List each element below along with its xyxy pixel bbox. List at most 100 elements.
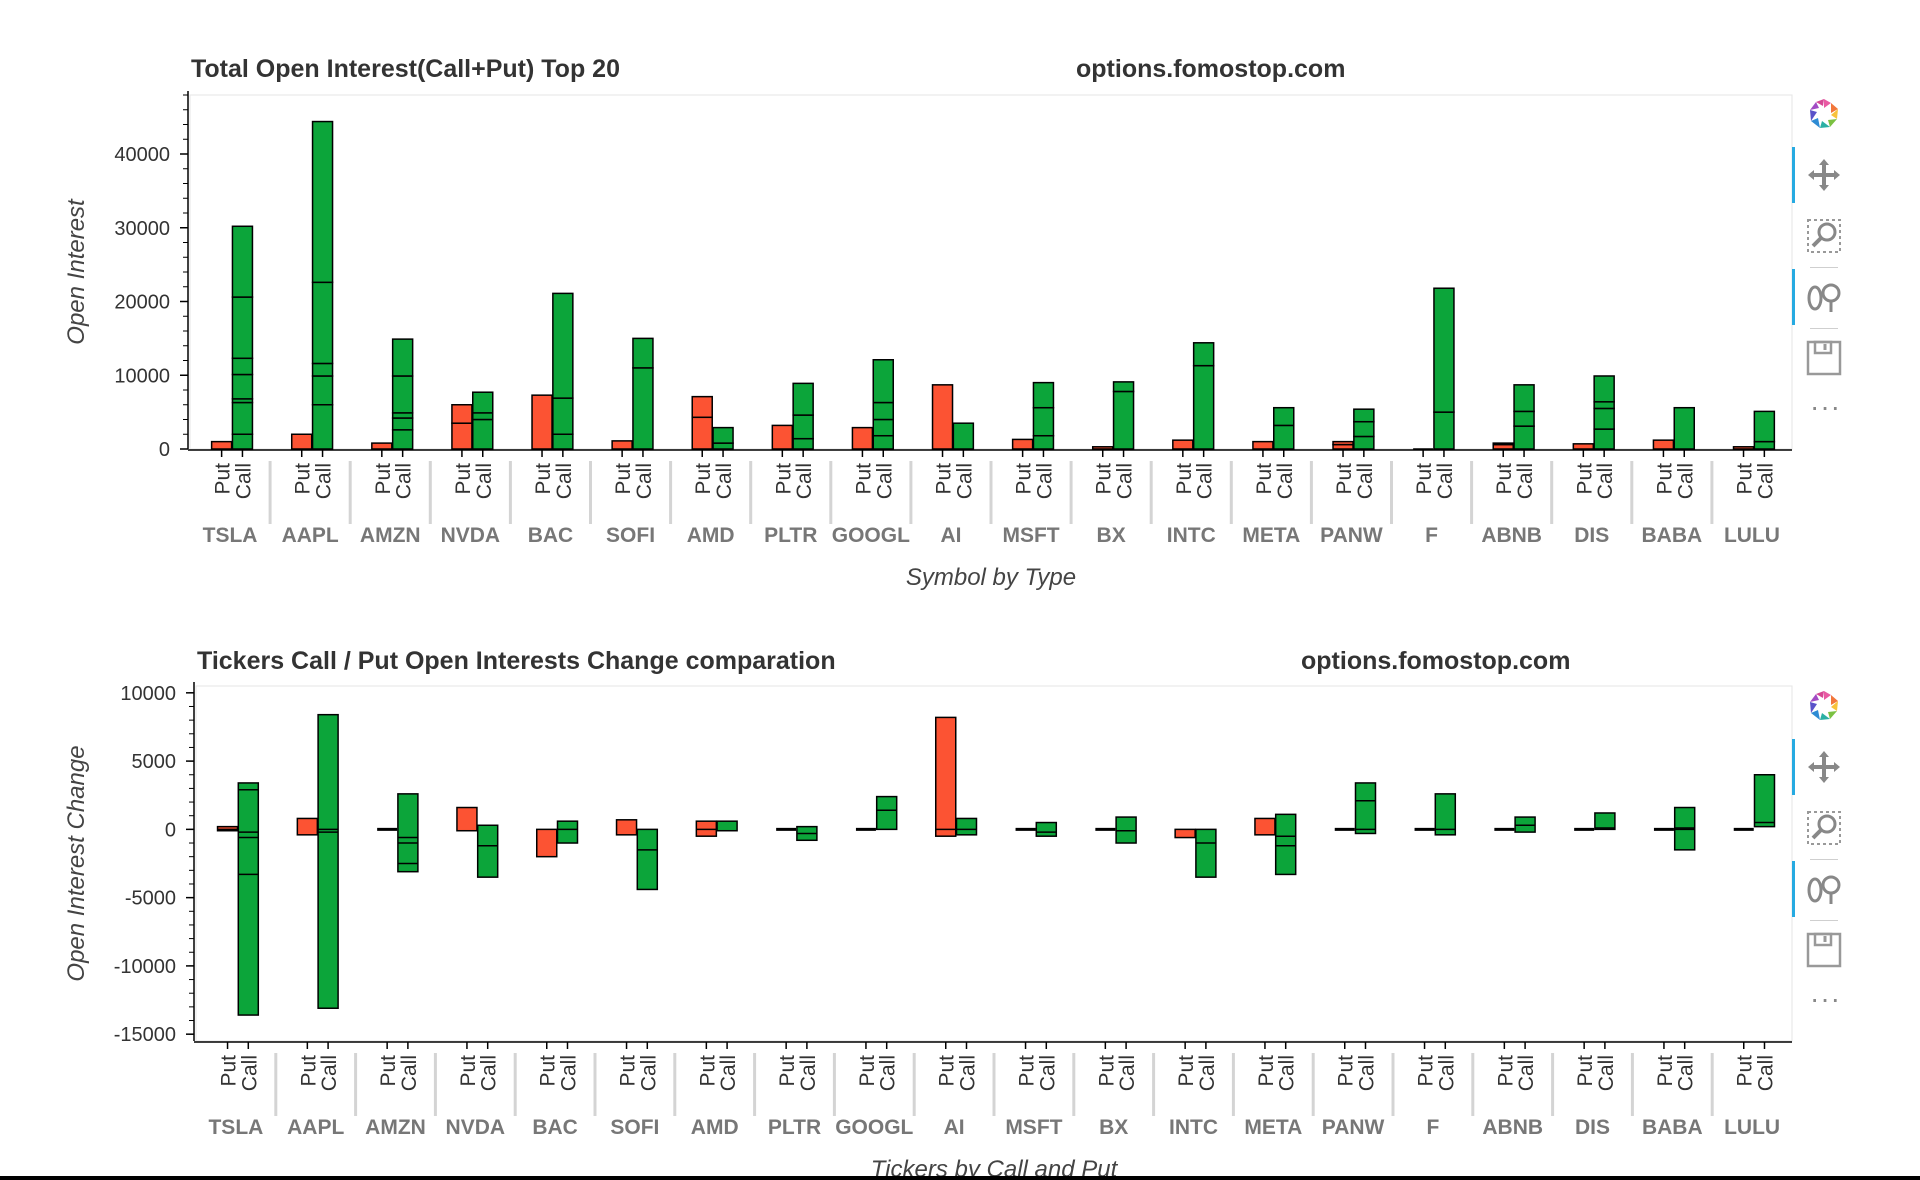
bar-segment-call (792, 437, 814, 450)
x-category-label: PANW (1320, 524, 1383, 547)
y-tick-label: -5000 (125, 888, 176, 910)
bar-segment-put (1252, 440, 1274, 450)
x-category-label: BABA (1642, 524, 1703, 547)
x-category-label: F (1425, 524, 1438, 547)
x-category-label: SOFI (606, 524, 655, 547)
x-type-label: Call (1354, 463, 1377, 499)
bottom-edge (0, 1176, 1920, 1180)
change-bar-call (716, 820, 738, 832)
wheel-zoom-tool-icon[interactable] (1792, 269, 1846, 329)
change-bar-put (1494, 827, 1515, 831)
bar-segment-call (1112, 390, 1135, 450)
x-type-label: Put (1653, 463, 1676, 495)
change-bar-put (855, 827, 876, 831)
bar-segment-call (1513, 384, 1535, 413)
x-category-label: DIS (1575, 1116, 1610, 1139)
bar-segment-call (872, 401, 895, 421)
bar-segment-call (311, 375, 334, 406)
save-tool-icon[interactable] (1802, 928, 1846, 972)
x-type-label: Put (1734, 1055, 1757, 1087)
x-type-label: Call (1435, 1055, 1458, 1091)
x-type-label: Put (1494, 1055, 1517, 1087)
save-tool-icon[interactable] (1802, 336, 1846, 380)
x-type-label: Put (692, 463, 715, 495)
x-axis-label: Symbol by Type (906, 564, 1076, 591)
x-category-label: NVDA (441, 524, 501, 547)
x-category-label: ABNB (1482, 1116, 1543, 1139)
x-type-label: Call (473, 463, 496, 499)
wheel-zoom-tool-icon[interactable] (1792, 861, 1846, 921)
bar-segment-call (1032, 406, 1055, 437)
open-interest-change-chart: Tickers Call / Put Open Interests Change… (0, 592, 1920, 1180)
bar-segment-call (1593, 401, 1615, 410)
x-type-label: Put (776, 1055, 799, 1087)
bar-segment-call (1753, 410, 1776, 443)
bar-segment-call (231, 357, 254, 376)
bar-segment-call (231, 296, 254, 360)
change-bar-call (1354, 782, 1377, 835)
bar-segment-call (1593, 407, 1615, 430)
change-bar-put (1174, 828, 1196, 839)
x-type-label: Call (1274, 463, 1297, 499)
x-type-label: Call (1754, 463, 1777, 499)
change-bar-put (296, 817, 319, 836)
x-category-label: META (1242, 524, 1300, 547)
x-category-label: TSLA (203, 524, 258, 547)
x-type-label: Call (793, 463, 816, 499)
more-tools-icon[interactable]: ··· (1810, 983, 1841, 1014)
bar-segment-put (931, 384, 954, 450)
bar-segment-call (231, 401, 254, 436)
bar-segment-put (1172, 439, 1194, 450)
bar-segment-call (472, 418, 494, 450)
change-bar-put (1653, 827, 1674, 831)
x-category-label: MSFT (1002, 524, 1059, 547)
change-bar-put (1254, 817, 1276, 836)
change-bar-call (1274, 813, 1297, 876)
change-bar-put (1414, 827, 1435, 831)
pan-tool-icon[interactable] (1792, 147, 1846, 203)
change-bar-put (535, 828, 558, 858)
change-bar-call (1594, 812, 1616, 831)
x-category-label: INTC (1169, 1116, 1218, 1139)
box-zoom-tool-icon[interactable] (1802, 214, 1846, 268)
y-tick-label: 5000 (132, 751, 177, 773)
x-type-label: Put (297, 1055, 320, 1087)
change-bar-call (955, 817, 978, 836)
x-type-label: Call (1675, 1055, 1698, 1091)
bar-segment-call (872, 418, 895, 437)
bar-segment-call (1513, 425, 1535, 450)
bar-segment-call (1433, 411, 1455, 450)
x-category-label: BX (1097, 524, 1126, 547)
x-type-label: Put (212, 463, 235, 495)
x-type-label: Call (956, 1055, 979, 1091)
chart-title: Tickers Call / Put Open Interests Change… (197, 647, 836, 675)
bar-segment-call (1353, 420, 1375, 438)
x-category-label: AI (944, 1116, 965, 1139)
more-tools-icon[interactable]: ··· (1810, 391, 1841, 422)
bar-segment-call (1673, 406, 1696, 450)
plot-frame (195, 685, 1793, 1042)
x-type-label: Call (1754, 1055, 1777, 1091)
bokeh-logo-icon[interactable] (1802, 92, 1846, 136)
bar-segment-call (792, 382, 814, 416)
bar-segment-call (472, 391, 494, 414)
plot-frame (189, 94, 1793, 450)
box-zoom-tool-icon[interactable] (1802, 806, 1846, 860)
bar-segment-call (1593, 375, 1615, 403)
open-interest-change-plot[interactable]: -15000 -10000 -5000 0 5000 10000 Open Interest… (0, 592, 1920, 1180)
x-type-label: Call (873, 463, 896, 499)
x-category-label: PANW (1322, 1116, 1385, 1139)
x-type-label: Call (1116, 1055, 1139, 1091)
x-type-label: Call (1196, 1055, 1219, 1091)
x-type-label: Put (452, 463, 475, 495)
bokeh-logo-icon[interactable] (1802, 684, 1846, 728)
pan-tool-icon[interactable] (1792, 739, 1846, 795)
change-bar-put (1015, 827, 1036, 831)
y-tick-label: 0 (159, 439, 170, 461)
bar-segment-put (771, 424, 794, 450)
x-type-label: Call (877, 1055, 900, 1091)
x-category-label: LULU (1724, 524, 1780, 547)
bar-segment-call (391, 375, 414, 414)
x-type-label: Call (557, 1055, 580, 1091)
